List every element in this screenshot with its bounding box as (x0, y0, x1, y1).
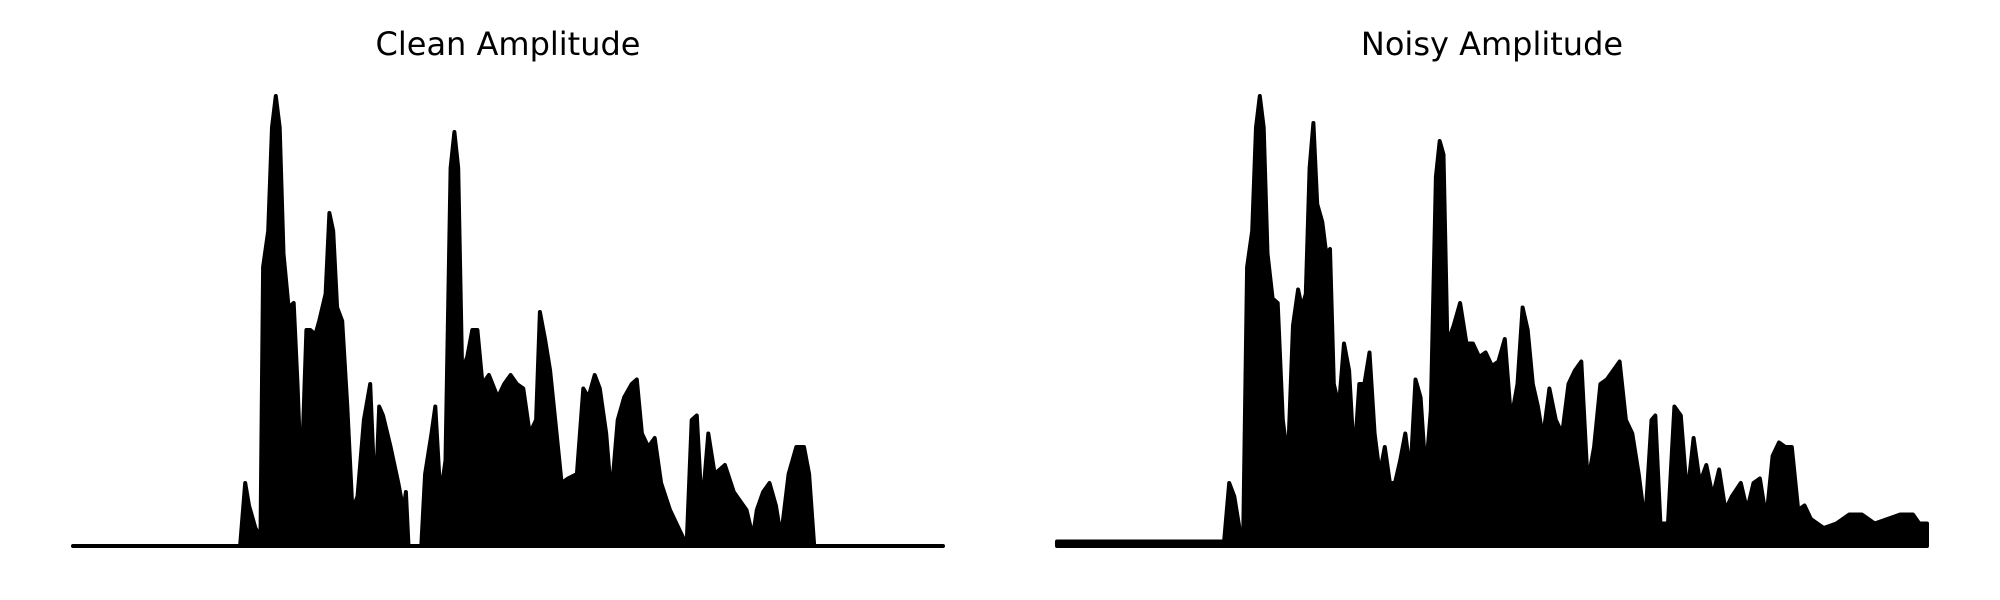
chart-title: Noisy Amplitude (1361, 25, 1623, 63)
chart-title: Clean Amplitude (376, 25, 641, 63)
amplitude-envelope (71, 94, 945, 548)
amplitude-envelope (1055, 94, 1929, 548)
